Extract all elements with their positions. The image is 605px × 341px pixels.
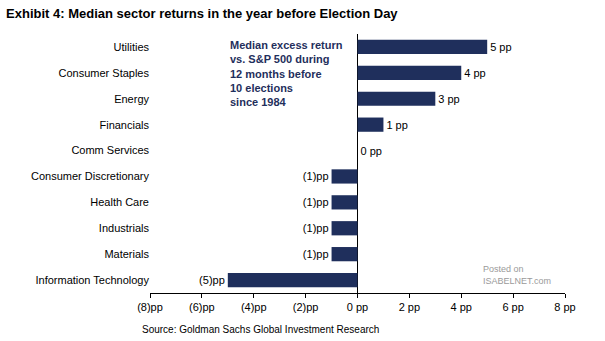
svg-text:Information Technology: Information Technology [35, 274, 149, 286]
svg-text:Posted onISABELNET.com: Posted onISABELNET.com [483, 264, 551, 286]
svg-text:Materials: Materials [104, 248, 149, 260]
svg-text:(1)pp: (1)pp [303, 222, 329, 234]
svg-text:(6)pp: (6)pp [189, 301, 215, 313]
svg-text:Source: Goldman Sachs Global I: Source: Goldman Sachs Global Investment … [142, 324, 379, 335]
svg-text:Consumer Discretionary: Consumer Discretionary [31, 170, 149, 182]
svg-text:1 pp: 1 pp [386, 119, 407, 131]
svg-text:Median excess returnvs. S&P 50: Median excess returnvs. S&P 500 during12… [230, 39, 343, 108]
svg-text:Health Care: Health Care [90, 196, 149, 208]
svg-text:4 pp: 4 pp [464, 67, 485, 79]
svg-text:0 pp: 0 pp [347, 301, 368, 313]
svg-text:Industrials: Industrials [99, 222, 150, 234]
svg-text:2 pp: 2 pp [399, 301, 420, 313]
svg-text:(8)pp: (8)pp [137, 301, 163, 313]
svg-text:Financials: Financials [99, 119, 149, 131]
svg-text:(1)pp: (1)pp [303, 196, 329, 208]
svg-text:6 pp: 6 pp [502, 301, 523, 313]
svg-text:(4)pp: (4)pp [241, 301, 267, 313]
svg-text:(5)pp: (5)pp [199, 274, 225, 286]
svg-text:8 pp: 8 pp [554, 301, 575, 313]
svg-text:5 pp: 5 pp [490, 41, 511, 53]
svg-text:(1)pp: (1)pp [303, 248, 329, 260]
svg-text:3 pp: 3 pp [438, 93, 459, 105]
svg-text:Consumer Staples: Consumer Staples [59, 67, 150, 79]
svg-text:Utilities: Utilities [114, 41, 150, 53]
svg-text:Energy: Energy [114, 93, 149, 105]
svg-text:Exhibit 4: Median sector retur: Exhibit 4: Median sector returns in the … [6, 6, 398, 21]
svg-text:(1)pp: (1)pp [303, 170, 329, 182]
svg-text:4 pp: 4 pp [451, 301, 472, 313]
svg-text:0 pp: 0 pp [361, 145, 382, 157]
svg-text:(2)pp: (2)pp [293, 301, 319, 313]
svg-text:Comm Services: Comm Services [71, 144, 149, 156]
